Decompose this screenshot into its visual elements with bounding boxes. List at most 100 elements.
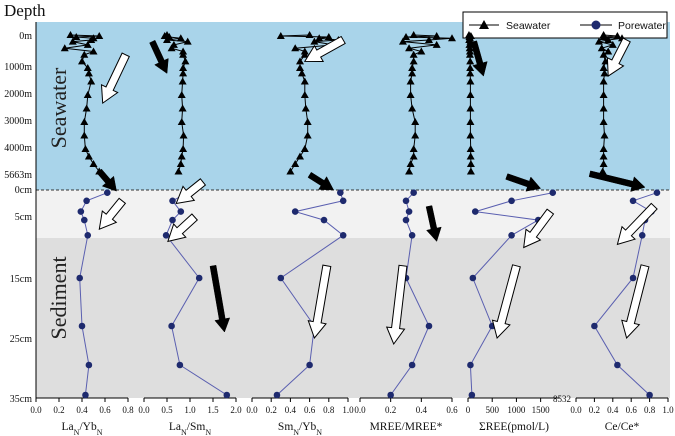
- y-tick-label: 3000m: [4, 116, 32, 127]
- seawater-point: [300, 145, 309, 152]
- panel-1: 0.0 0.2 0.4 0.6 0.8 LaN/YbN: [30, 31, 134, 436]
- seawater-point: [466, 152, 475, 160]
- porewater-point: [467, 361, 474, 369]
- x-tick-label: 1000: [507, 405, 526, 415]
- solid-trend-arrow: [470, 40, 488, 77]
- seawater-point: [89, 47, 98, 55]
- porewater-point: [320, 216, 328, 224]
- seawater-point: [466, 118, 475, 125]
- seawater-point: [72, 32, 81, 40]
- seawater-point: [604, 47, 613, 55]
- solid-trend-arrow: [588, 170, 646, 192]
- seawater-point: [178, 104, 187, 112]
- seawater-point: [177, 118, 186, 125]
- porewater-point: [85, 361, 93, 369]
- seawater-point: [411, 118, 420, 125]
- seawater-point: [87, 77, 96, 85]
- porewater-point: [408, 361, 416, 369]
- seawater-point: [315, 34, 324, 42]
- x-tick-label: 0.8: [122, 405, 134, 415]
- porewater-point: [638, 232, 646, 239]
- legend-seawater-marker: [479, 20, 489, 29]
- seawater-point: [80, 50, 89, 58]
- x-tick-label: 1.0: [662, 405, 674, 415]
- seawater-point: [598, 167, 607, 175]
- x-tick-label: 0.8: [644, 405, 656, 415]
- x-tick-label: 500: [485, 405, 499, 415]
- panel-2: 0.0 0.5 1.0 1.5 2.0 LaN/SmN: [138, 31, 242, 436]
- seawater-point: [305, 31, 314, 38]
- x-tick-label: 0.6: [446, 405, 458, 415]
- porewater-point: [614, 361, 621, 369]
- seawater-point: [432, 40, 441, 48]
- seawater-point: [600, 131, 609, 139]
- seawater-point: [599, 91, 608, 98]
- x-axis-label: MREE/MREE*: [370, 421, 443, 433]
- seawater-point: [179, 69, 188, 77]
- seawater-point: [411, 131, 420, 139]
- x-tick-label: 0.6: [304, 405, 316, 415]
- x-tick-label: 0.0: [354, 405, 366, 415]
- seawater-point: [310, 37, 319, 45]
- seawater-point: [409, 145, 418, 152]
- seawater-point: [406, 160, 415, 168]
- seawater-series-line: [163, 34, 188, 172]
- legend-porewater-marker: [591, 20, 601, 30]
- seawater-point: [599, 32, 608, 40]
- y-tick-label: 0m: [19, 31, 32, 42]
- porewater-point: [162, 232, 170, 239]
- porewater-point: [223, 391, 231, 399]
- seawater-point: [448, 34, 456, 42]
- porewater-point: [425, 322, 433, 330]
- x-tick-label: 0.2: [589, 405, 600, 415]
- panels: 0.0 0.2 0.4 0.6 0.8 LaN/YbN 0.0 0.5 1.0 1.5 2.0 LaN…: [30, 31, 674, 436]
- legend: Seawater Porewater: [462, 11, 668, 39]
- x-tick-label: 0.4: [607, 405, 619, 415]
- seawater-point: [409, 31, 418, 38]
- porewater-point: [468, 391, 476, 399]
- solid-trend-arrow: [505, 173, 542, 192]
- seawater-point: [179, 64, 188, 71]
- porewater-point: [83, 197, 90, 205]
- seawater-point: [599, 104, 608, 112]
- seawater-point: [178, 77, 187, 85]
- lower-sediment-background: [36, 238, 670, 398]
- x-tick-label: 0.4: [285, 405, 297, 415]
- porewater-point: [168, 322, 175, 330]
- x-tick-label: 0.2: [266, 405, 277, 415]
- porewater-point: [82, 391, 89, 399]
- x-tick-label: 0.5: [161, 405, 173, 415]
- seawater-point: [176, 34, 185, 42]
- seawater-series-line: [598, 34, 623, 172]
- seawater-point: [301, 104, 310, 112]
- seawater-point: [81, 145, 90, 152]
- porewater-point: [277, 274, 285, 282]
- porewater-point: [176, 361, 184, 369]
- seawater-point: [163, 35, 171, 43]
- seawater-point: [466, 64, 475, 71]
- porewater-point: [339, 232, 347, 239]
- x-tick-label: 0.0: [138, 405, 150, 415]
- porewater-point: [410, 189, 417, 196]
- x-tick-label: 0.4: [76, 405, 88, 415]
- seawater-point: [613, 31, 622, 39]
- porewater-point: [408, 232, 416, 239]
- hollow-trend-arrow: [606, 37, 631, 78]
- seawater-point: [465, 44, 474, 52]
- seawater-point: [89, 160, 98, 168]
- seawater-point: [291, 44, 300, 52]
- seawater-point: [465, 40, 474, 48]
- seawater-point: [297, 69, 306, 77]
- y-tick-label: 1000m: [4, 62, 32, 73]
- seawater-point: [66, 31, 75, 38]
- x-break-tick-label: 8532: [553, 394, 571, 404]
- seawater-point: [600, 69, 609, 77]
- seawater-point: [417, 47, 426, 55]
- y-tick-label: 4000m: [4, 143, 32, 154]
- seawater-point: [597, 44, 606, 52]
- x-tick-label: 0.2: [53, 405, 64, 415]
- porewater-point: [81, 216, 88, 224]
- porewater-point: [469, 274, 477, 282]
